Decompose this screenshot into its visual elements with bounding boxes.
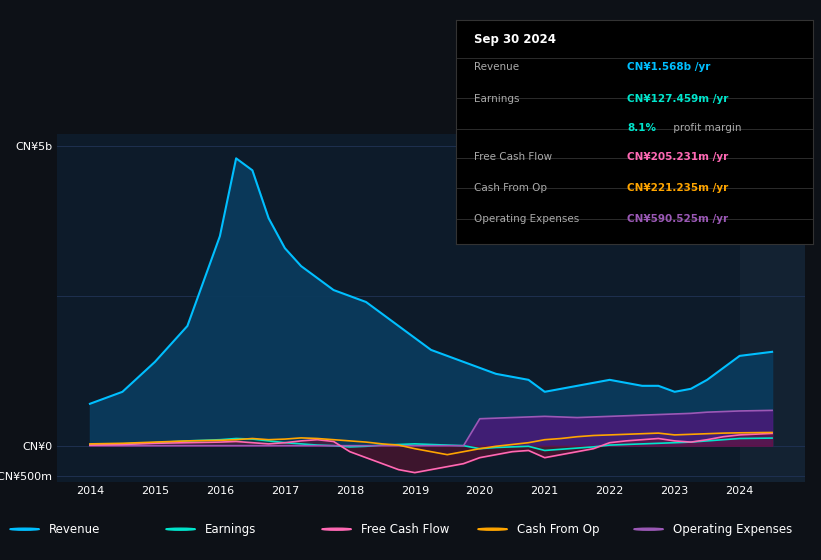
Text: Earnings: Earnings (205, 522, 257, 536)
Text: profit margin: profit margin (670, 123, 741, 133)
Text: CN¥205.231m /yr: CN¥205.231m /yr (627, 152, 728, 162)
Circle shape (10, 528, 39, 530)
Text: Sep 30 2024: Sep 30 2024 (474, 33, 556, 46)
Bar (740, 134, 805, 482)
Text: Free Cash Flow: Free Cash Flow (361, 522, 450, 536)
Text: Revenue: Revenue (49, 522, 101, 536)
Text: CN¥127.459m /yr: CN¥127.459m /yr (627, 94, 728, 104)
Text: CN¥221.235m /yr: CN¥221.235m /yr (627, 183, 728, 193)
Text: Operating Expenses: Operating Expenses (673, 522, 792, 536)
Text: CN¥1.568b /yr: CN¥1.568b /yr (627, 62, 710, 72)
Text: Cash From Op: Cash From Op (517, 522, 599, 536)
Circle shape (166, 528, 195, 530)
Circle shape (322, 528, 351, 530)
Text: Earnings: Earnings (474, 94, 519, 104)
Text: Free Cash Flow: Free Cash Flow (474, 152, 552, 162)
Text: CN¥590.525m /yr: CN¥590.525m /yr (627, 214, 728, 225)
Text: Operating Expenses: Operating Expenses (474, 214, 579, 225)
Circle shape (634, 528, 663, 530)
Text: 8.1%: 8.1% (627, 123, 656, 133)
Text: Revenue: Revenue (474, 62, 519, 72)
Text: Cash From Op: Cash From Op (474, 183, 547, 193)
Circle shape (478, 528, 507, 530)
